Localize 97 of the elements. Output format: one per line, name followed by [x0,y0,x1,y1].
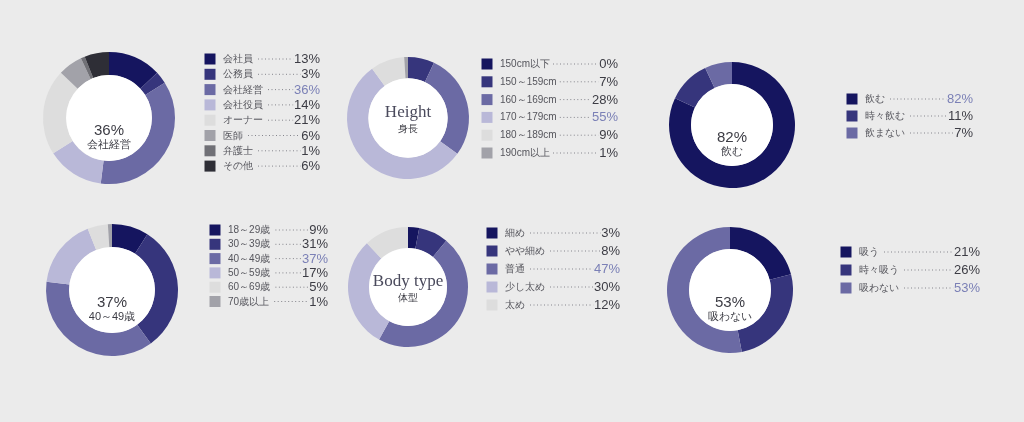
donut-slice [107,224,112,248]
text: 会社経営 [87,138,131,150]
data-label: 1% [309,293,329,309]
data-label: 21% [293,112,321,128]
legend-label: 60～69歳 [228,281,271,293]
legend-label: 飲まない [865,127,905,138]
data-label: 9% [599,127,619,143]
text: 53% [714,293,746,310]
legend-label: 医師 [223,129,243,141]
text: 体型 [398,292,418,303]
donut-slice [347,68,458,179]
data-label: 30% [593,279,621,294]
donut-slice [404,57,408,79]
legend-label: その他 [223,160,253,172]
data-label: 36% [293,81,321,97]
data-label: 8% [601,243,621,258]
legend-label: 会社員 [223,53,253,64]
donut-slice [408,227,420,249]
data-label: 3% [301,66,321,82]
data-label: 13% [293,51,321,66]
data-label: 82% [946,91,974,106]
legend-label: 30～39歳 [228,238,271,250]
data-label: 11% [947,108,974,123]
legend-label: 飲む [865,93,885,104]
data-label: 53% [953,280,981,295]
data-label: 1% [301,142,321,158]
donut-slice [134,234,178,344]
legend-label: 40～49歳 [228,252,271,264]
donut-slice [408,57,434,83]
donut-slice [80,56,94,80]
text: Body type [372,271,444,290]
donut-slice [372,57,406,86]
legend-label: 190cm以上 [500,147,551,158]
donut-slice [669,62,795,188]
donut-slice [43,72,78,154]
data-label: 12% [593,297,621,312]
legend-label: 180～189cm [500,129,557,141]
text: 0% [599,56,618,71]
legend-label: やや細め [505,245,545,256]
legend-label: 150cm以下 [500,58,551,69]
donut-slice [60,58,91,89]
data-label: 21% [953,244,981,259]
legend-label: 会社役員 [223,98,263,110]
data-label: 9% [309,222,329,237]
legend-label: 150～159cm [500,75,557,87]
legend-label: 普通 [505,263,525,274]
donut-slice [705,62,732,88]
donut-slice [112,224,148,254]
legend-label: オーナー [223,114,263,126]
data-label: 37% [301,250,329,266]
data-label: 26% [953,262,981,277]
legend-label: 公務員 [223,68,253,80]
legend-label: 会社経営 [223,83,263,95]
legend-label: 170～179cm [500,111,557,123]
data-label: 31% [301,236,329,252]
donut-slice [84,52,109,79]
data-label: 6% [301,158,321,174]
donut-slice [675,68,715,108]
data-label: 17% [301,264,329,280]
donut-slice [140,72,165,96]
text: 36% [93,121,125,138]
legend-label: 細め [504,227,525,238]
legend-label: 50～59歳 [228,266,271,278]
legend-label: 時々吸う [859,264,899,275]
donut-slice [46,281,151,356]
text: 飲む [721,145,743,157]
donut-slice [87,224,110,251]
legend-label: 160～169cm [500,93,557,105]
data-label: 1% [599,145,619,160]
data-label: 6% [301,127,321,143]
legend-label: 吸わない [859,282,899,293]
text: Height [384,102,432,121]
data-label: 47% [593,261,621,276]
data-label: 14% [293,96,321,112]
text: 82% [716,128,748,145]
donut-slice [730,227,792,280]
data-label: 5% [309,279,329,295]
text: 40～49歳 [88,310,136,322]
donut-slice [109,52,158,89]
legend-label: 少し太め [505,281,545,292]
text: 37% [96,293,128,310]
text: 身長 [398,123,418,134]
text: 吸わない [708,310,752,322]
donut-slice [46,228,97,285]
legend-label: 70歳以上 [228,295,270,307]
legend-label: 時々飲む [865,110,905,121]
donut-slice [366,227,408,259]
data-label: 55% [591,109,619,125]
legend-label: 吸う [859,246,879,257]
data-label: 7% [954,125,974,140]
data-label: 7% [599,73,619,89]
data-label: 28% [591,91,619,107]
donut-slice [415,228,447,257]
legend-label: 弁護士 [223,144,253,156]
legend-label: 18～29歳 [228,224,271,235]
data-label: 3% [601,225,621,240]
legend-label: 太め [505,299,525,310]
